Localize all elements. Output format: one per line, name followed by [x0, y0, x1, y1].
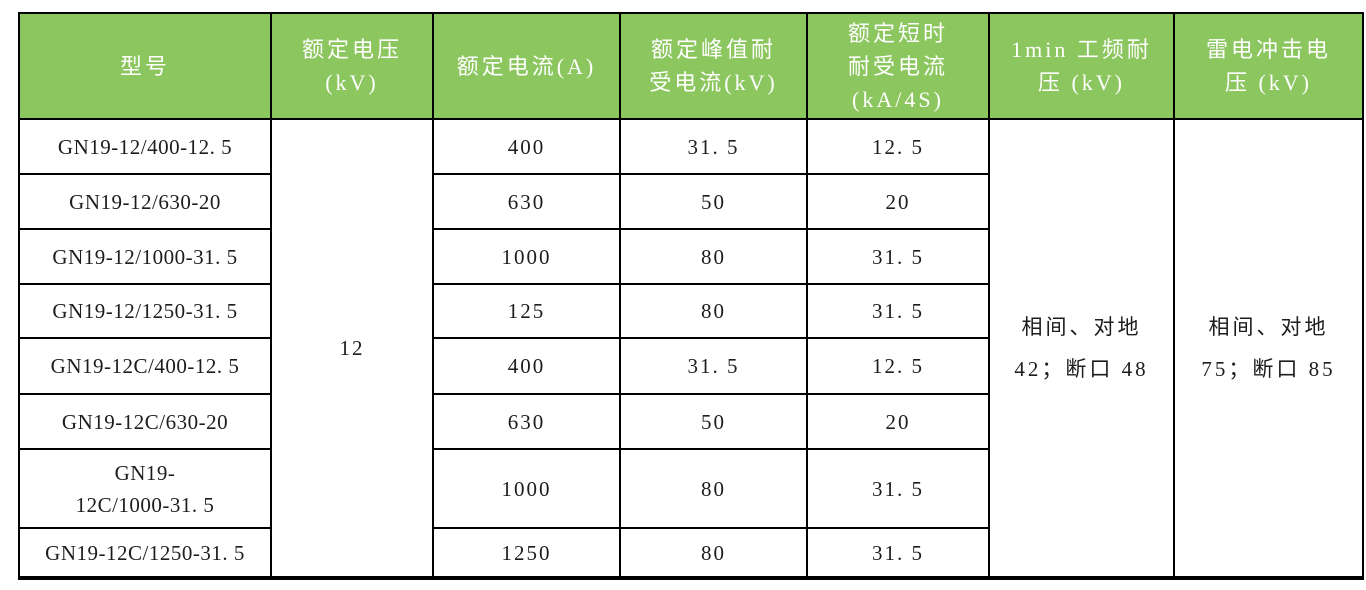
cell-rated-current: 1250	[432, 527, 621, 579]
cell-short-time-current: 12. 5	[806, 337, 990, 395]
header-model: 型号	[18, 12, 272, 120]
cell-short-time-current: 31. 5	[806, 527, 990, 579]
cell-peak-current: 31. 5	[619, 337, 808, 395]
cell-rated-current: 1000	[432, 228, 621, 285]
cell-rated-current: 630	[432, 393, 621, 450]
table-row: GN19-12/1250-31. 5 125 80 31. 5	[18, 283, 1363, 339]
header-power-frequency-withstand: 1min 工频耐 压 (kV)	[988, 12, 1175, 120]
cell-peak-current: 31. 5	[619, 118, 808, 175]
header-peak-withstand-current: 额定峰值耐 受电流(kV)	[619, 12, 808, 120]
cell-power-frequency-merged: 相间、对地 42；断口 48	[988, 118, 1175, 579]
cell-model: GN19-12C/400-12. 5	[18, 337, 272, 395]
cell-model: GN19-12/400-12. 5	[18, 118, 272, 175]
cell-rated-voltage-merged: 12	[270, 118, 434, 579]
cell-peak-current: 80	[619, 448, 808, 529]
cell-peak-current: 50	[619, 393, 808, 450]
header-rated-current: 额定电流(A)	[432, 12, 621, 120]
cell-model: GN19-12/1000-31. 5	[18, 228, 272, 285]
cell-rated-current: 630	[432, 173, 621, 230]
table-row: GN19- 12C/1000-31. 5 1000 80 31. 5	[18, 448, 1363, 529]
cell-peak-current: 80	[619, 527, 808, 579]
switch-spec-table: 型号 额定电压 (kV) 额定电流(A) 额定峰值耐 受电流(kV) 额定短时 …	[18, 12, 1364, 580]
cell-model: GN19-12/1250-31. 5	[18, 283, 272, 339]
cell-rated-current: 125	[432, 283, 621, 339]
header-lightning-impulse: 雷电冲击电 压 (kV)	[1173, 12, 1364, 120]
cell-short-time-current: 31. 5	[806, 228, 990, 285]
cell-peak-current: 50	[619, 173, 808, 230]
table-row: GN19-12/630-20 630 50 20	[18, 173, 1363, 230]
cell-peak-current: 80	[619, 283, 808, 339]
cell-rated-current: 400	[432, 337, 621, 395]
cell-model: GN19-12/630-20	[18, 173, 272, 230]
cell-short-time-current: 31. 5	[806, 283, 990, 339]
table-row: GN19-12C/1250-31. 5 1250 80 31. 5	[18, 527, 1363, 579]
cell-rated-current: 400	[432, 118, 621, 175]
table-row: GN19-12C/630-20 630 50 20	[18, 393, 1363, 450]
cell-lightning-impulse-merged: 相间、对地 75；断口 85	[1173, 118, 1364, 579]
cell-peak-current: 80	[619, 228, 808, 285]
table-row: GN19-12/400-12. 5 12 400 31. 5 12. 5 相间、…	[18, 118, 1364, 579]
header-short-time-withstand-current: 额定短时 耐受电流 (kA/4S)	[806, 12, 990, 120]
cell-rated-current: 1000	[432, 448, 621, 529]
cell-short-time-current: 31. 5	[806, 448, 990, 529]
cell-model: GN19- 12C/1000-31. 5	[18, 448, 272, 529]
cell-short-time-current: 12. 5	[806, 118, 990, 175]
cell-model: GN19-12C/1250-31. 5	[18, 527, 272, 579]
table-row: GN19-12/1000-31. 5 1000 80 31. 5	[18, 228, 1363, 285]
header-rated-voltage: 额定电压 (kV)	[270, 12, 434, 120]
table-row: GN19-12C/400-12. 5 400 31. 5 12. 5	[18, 337, 1363, 395]
cell-short-time-current: 20	[806, 173, 990, 230]
spec-table-container: 型号 额定电压 (kV) 额定电流(A) 额定峰值耐 受电流(kV) 额定短时 …	[18, 12, 1364, 580]
cell-short-time-current: 20	[806, 393, 990, 450]
cell-model: GN19-12C/630-20	[18, 393, 272, 450]
header-row: 型号 额定电压 (kV) 额定电流(A) 额定峰值耐 受电流(kV) 额定短时 …	[18, 12, 1364, 120]
